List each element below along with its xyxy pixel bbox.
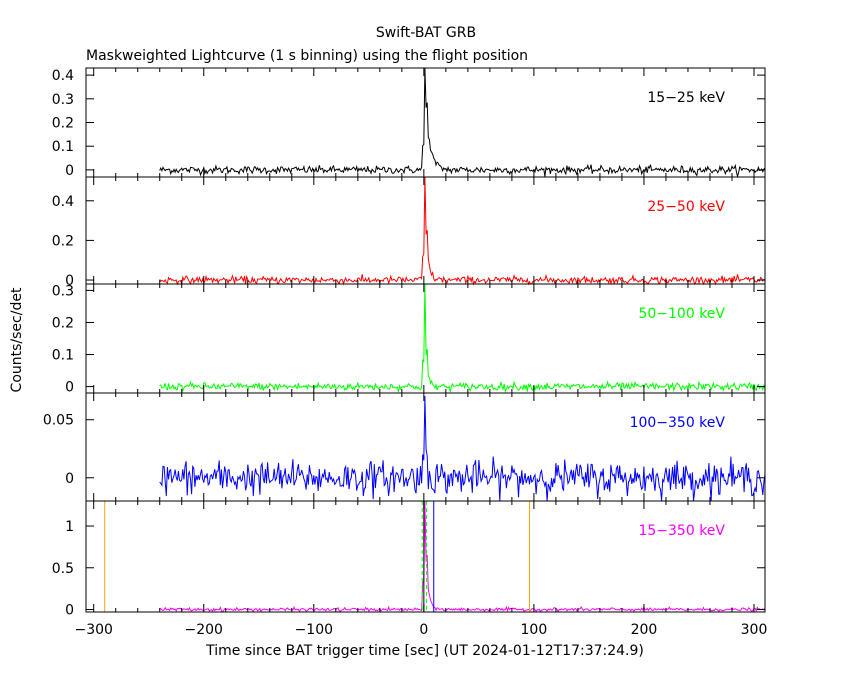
band-label-1: 25−50 keV (647, 199, 725, 215)
band-label-4: 15−350 keV (638, 523, 725, 539)
x-tick-label-5: 200 (631, 622, 658, 638)
y-tick-label-4-0: 0 (65, 602, 74, 618)
y-tick-label-2-3: 0.3 (52, 283, 74, 299)
y-tick-label-2-0: 0 (65, 380, 74, 396)
y-tick-label-0-3: 0.3 (52, 92, 74, 108)
series-line-2 (159, 283, 766, 394)
y-tick-label-0-4: 0.4 (52, 68, 74, 84)
series-line-0 (159, 67, 766, 179)
band-label-3: 100−350 keV (630, 415, 726, 431)
y-tick-label-4-2: 1 (65, 519, 74, 535)
x-tick-label-3: 0 (419, 622, 428, 638)
y-tick-label-0-1: 0.1 (52, 139, 74, 155)
x-tick-label-6: 300 (741, 622, 768, 638)
series-line-4 (159, 500, 766, 613)
y-tick-label-3-0: 0 (65, 471, 74, 487)
chart-title: Swift-BAT GRB (376, 25, 476, 41)
y-tick-label-0-2: 0.2 (52, 116, 74, 132)
y-tick-label-4-1: 0.5 (52, 561, 74, 577)
y-tick-label-2-2: 0.2 (52, 315, 74, 331)
y-tick-label-0-0: 0 (65, 163, 74, 179)
y-tick-label-1-2: 0.4 (52, 194, 74, 210)
band-label-2: 50−100 keV (638, 306, 725, 322)
x-tick-label-0: −300 (74, 622, 112, 638)
x-tick-label-2: −100 (295, 622, 333, 638)
x-tick-label-4: 100 (521, 622, 548, 638)
series-line-1 (159, 176, 766, 286)
panel-frame-4 (85, 500, 766, 613)
y-tick-label-3-1: 0.05 (43, 413, 74, 429)
band-label-0: 15−25 keV (647, 90, 725, 106)
y-tick-label-1-1: 0.2 (52, 233, 74, 249)
x-tick-label-1: −200 (185, 622, 223, 638)
y-tick-label-1-0: 0 (65, 273, 74, 289)
chart-subtitle: Maskweighted Lightcurve (1 s binning) us… (86, 48, 528, 64)
y-tick-label-2-1: 0.1 (52, 348, 74, 364)
y-axis-label: Counts/sec/det (9, 287, 25, 392)
series-line-3 (159, 396, 766, 502)
x-axis-label: Time since BAT trigger time [sec] (UT 20… (205, 643, 644, 659)
